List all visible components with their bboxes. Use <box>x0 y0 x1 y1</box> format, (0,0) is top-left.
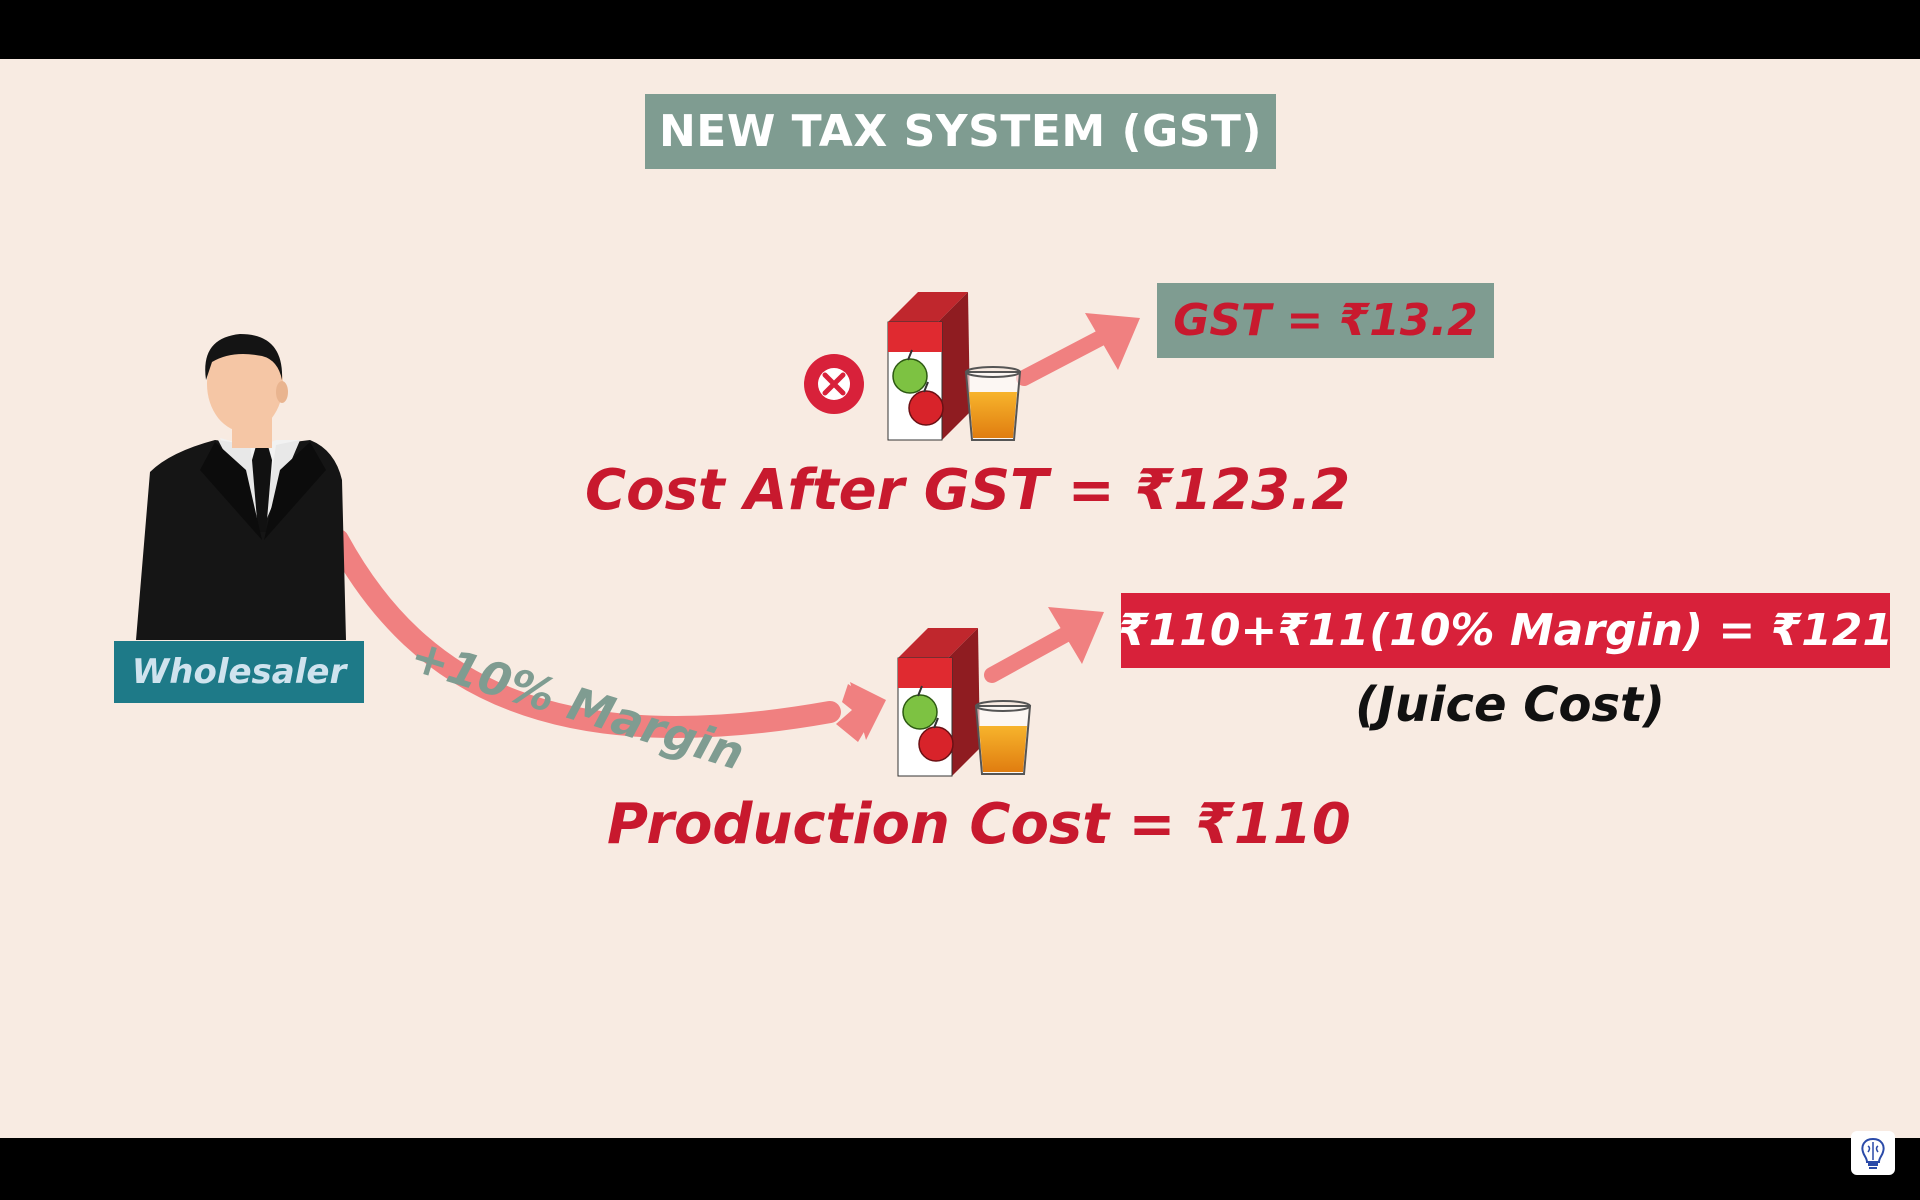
cost-after-gst-label: Cost After GST = ₹123.2 <box>585 458 1351 523</box>
gst-amount-box: GST = ₹13.2 <box>1157 283 1494 358</box>
juice-cost-caption: (Juice Cost) <box>1355 677 1665 733</box>
businessman-icon <box>136 334 346 640</box>
formula-arrow <box>984 607 1104 683</box>
letterbox-top <box>0 0 1920 59</box>
letterbox-bottom <box>0 1138 1920 1200</box>
title-banner: NEW TAX SYSTEM (GST) <box>645 94 1276 169</box>
juice-cost-formula-label: ₹110+₹11(10% Margin) = ₹121 <box>1117 605 1894 656</box>
production-cost-label: Production Cost = ₹110 <box>607 792 1351 857</box>
gst-arrow <box>1016 313 1140 386</box>
juice-carton-glass-icon-bottom <box>897 628 1032 777</box>
cross-circle-icon <box>804 354 864 414</box>
juice-cost-formula-box: ₹110+₹11(10% Margin) = ₹121 <box>1117 593 1894 668</box>
brain-bulb-logo <box>1851 1131 1895 1175</box>
margin-curve-arrow <box>327 529 886 742</box>
wholesaler-label: Wholesaler <box>131 652 347 692</box>
juice-carton-glass-icon-top <box>887 292 1022 441</box>
gst-amount-label: GST = ₹13.2 <box>1173 295 1478 346</box>
slide-title: NEW TAX SYSTEM (GST) <box>658 106 1263 157</box>
wholesaler-label-box: Wholesaler <box>114 641 364 703</box>
